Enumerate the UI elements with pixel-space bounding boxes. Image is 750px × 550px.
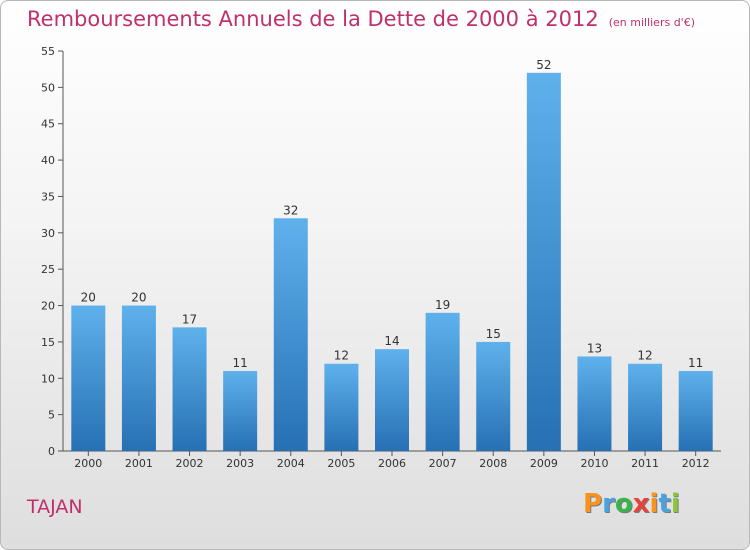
x-tick-label: 2000: [74, 457, 102, 470]
logo-letter: o: [614, 489, 633, 519]
bar-2011: [628, 363, 663, 451]
logo-letter: i: [670, 489, 680, 519]
data-label-2010: 13: [587, 341, 602, 355]
bar-2001: [121, 305, 156, 451]
x-tick-label: 2009: [530, 457, 558, 470]
data-label-2007: 19: [435, 298, 450, 312]
x-tick-label: 2003: [226, 457, 254, 470]
labels: 2000 20 2001 20 2002 17 2003 11 2004 32 2005 12 2006…: [74, 58, 709, 470]
data-label-2001: 20: [131, 291, 146, 305]
x-tick-label: 2001: [125, 457, 153, 470]
logo-letter: t: [658, 489, 671, 519]
x-tick-label: 2004: [277, 457, 305, 470]
x-tick-label: 2007: [429, 457, 457, 470]
x-tick-label: 2010: [580, 457, 608, 470]
x-tick-label: 2012: [682, 457, 710, 470]
data-label-2012: 11: [688, 356, 703, 370]
x-tick-label: 2011: [631, 457, 659, 470]
data-label-2002: 17: [182, 312, 197, 326]
logo-letter: P: [583, 489, 603, 519]
y-tick-label: 0: [48, 445, 55, 458]
bar-2010: [577, 356, 612, 451]
chart-title: Remboursements Annuels de la Dette de 20…: [27, 7, 695, 31]
y-tick-label: 35: [41, 190, 55, 203]
data-label-2009: 52: [536, 58, 551, 72]
bar-2002: [172, 327, 207, 451]
x-tick-label: 2006: [378, 457, 406, 470]
chart-subtitle: (en milliers d'€): [608, 16, 695, 29]
logo-letter: r: [602, 489, 615, 519]
logo-letter: i: [649, 489, 659, 519]
x-tick-label: 2002: [176, 457, 204, 470]
y-tick-label: 15: [41, 336, 55, 349]
y-tick-label: 10: [41, 372, 55, 385]
bar-2012: [678, 371, 713, 451]
y-tick-label: 45: [41, 118, 55, 131]
bar-2003: [223, 371, 258, 451]
bars: [71, 72, 713, 452]
data-label-2006: 14: [384, 334, 399, 348]
data-label-2011: 12: [637, 349, 652, 363]
y-tick-label: 55: [41, 45, 55, 58]
y-tick-label: 20: [41, 300, 55, 313]
y-tick-label: 40: [41, 154, 55, 167]
bar-2007: [425, 312, 460, 451]
x-tick-label: 2008: [479, 457, 507, 470]
data-label-2004: 32: [283, 203, 298, 217]
y-tick-label: 50: [41, 81, 55, 94]
bar-2005: [324, 363, 359, 451]
bar-2000: [71, 305, 106, 451]
proxiti-logo: Proxiti: [583, 489, 680, 519]
bar-2008: [476, 341, 511, 451]
logo-letter: x: [632, 489, 650, 519]
x-tick-label: 2005: [327, 457, 355, 470]
data-label-2000: 20: [81, 291, 96, 305]
data-label-2003: 11: [233, 356, 248, 370]
bar-2006: [375, 349, 409, 451]
chart-title-main: Remboursements Annuels de la Dette de 20…: [27, 7, 599, 31]
bar-2004: [273, 218, 308, 451]
y-tick-label: 5: [48, 409, 55, 422]
data-label-2008: 15: [486, 327, 501, 341]
commune-name: TAJAN: [27, 496, 83, 518]
y-tick-label: 30: [41, 227, 55, 240]
y-tick-label: 25: [41, 263, 55, 276]
data-label-2005: 12: [334, 349, 349, 363]
bar-2009: [526, 72, 561, 452]
